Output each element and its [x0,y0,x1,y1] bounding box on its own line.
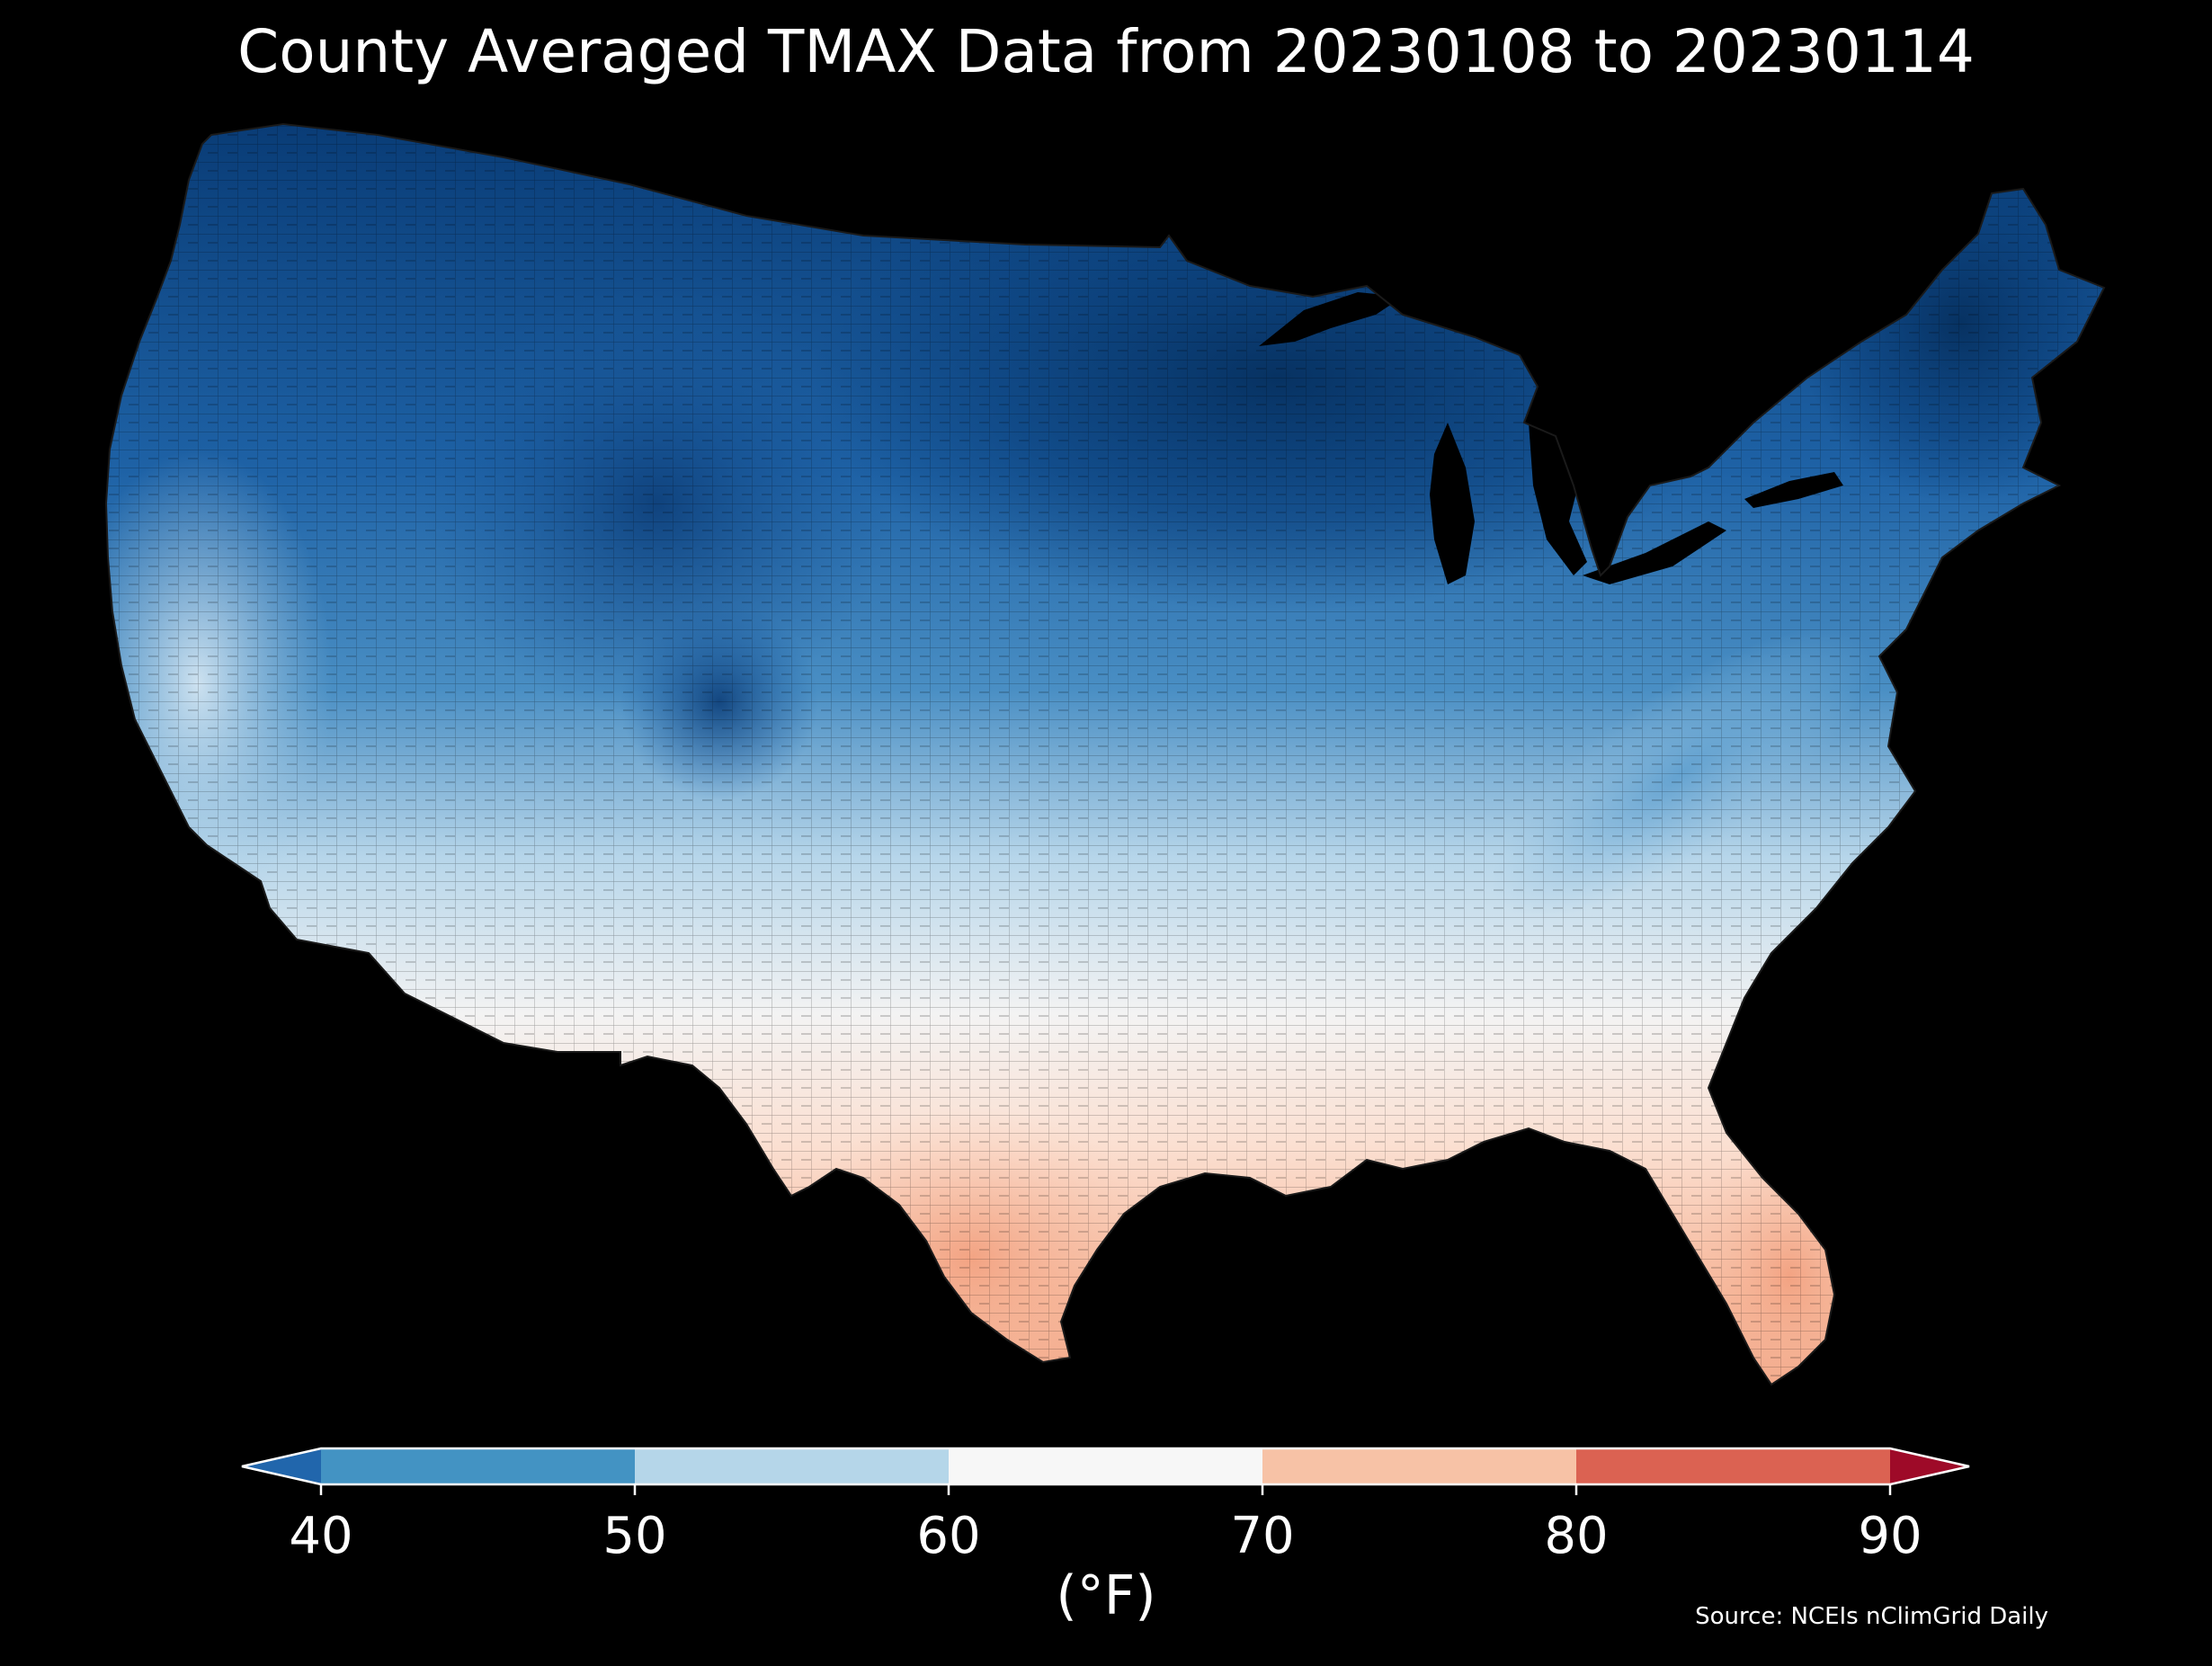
lake-superior [1259,292,1403,346]
colorbar-unit-label: (°F) [1056,1564,1156,1627]
colorbar-bins [242,1448,1969,1484]
colorbar-tick-label: 80 [1544,1507,1609,1565]
colorbar-bin [949,1448,1262,1484]
colorbar-tick-label: 70 [1230,1507,1295,1565]
colorbar-bin [1262,1448,1576,1484]
lake-huron [1529,423,1587,575]
colorbar-tick-label: 60 [916,1507,981,1565]
colorbar-bin [635,1448,949,1484]
colorbar [241,1447,1970,1495]
contiguous-us-map [105,123,2105,1385]
colorbar-tick-label: 50 [602,1507,667,1565]
colorbar-bin [1890,1448,1969,1484]
colorbar-bin [321,1448,635,1484]
colorbar-bin [242,1448,321,1484]
colorbar-tick-label: 90 [1858,1507,1922,1565]
lake-michigan [1430,423,1475,584]
colorbar-tick-label: 40 [289,1507,353,1565]
lake-erie [1583,521,1726,584]
lake-ontario [1744,472,1843,508]
colorbar-bin [1576,1448,1890,1484]
colorbar-ticks [319,1484,1892,1495]
chart-title: County Averaged TMAX Data from 20230108 … [237,17,1975,86]
source-credit: Source: NCEIs nClimGrid Daily [1695,1603,2048,1630]
